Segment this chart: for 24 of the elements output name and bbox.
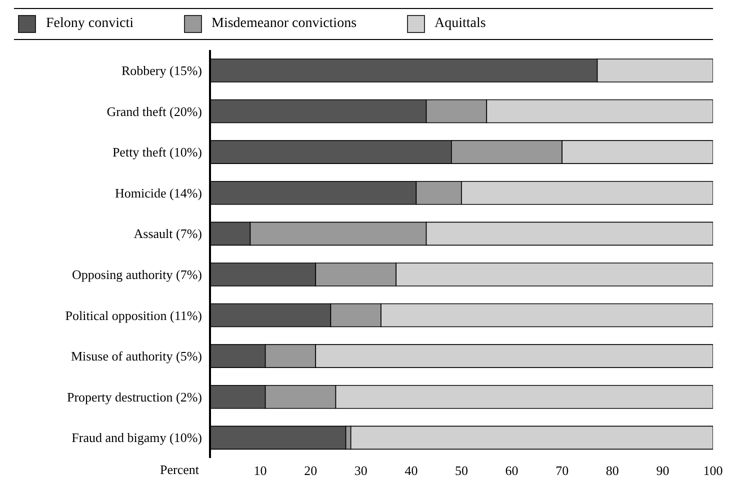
x-tick-label: 30: [354, 463, 368, 478]
x-axis-title: Percent: [160, 462, 200, 477]
x-tick-label: 10: [254, 463, 267, 478]
y-tick-label: Opposing authority (7%): [72, 267, 202, 282]
y-tick-label: Property destruction (2%): [66, 389, 202, 404]
y-tick-label: Petty theft (10%): [112, 144, 202, 160]
legend-label: Misdemeanor convictions: [212, 16, 357, 32]
y-tick-label: Fraud and bigamy (10%): [72, 430, 202, 446]
legend-label: Felony convicti: [46, 16, 134, 32]
y-tick-label: Political opposition (11%): [65, 308, 202, 323]
legend-label: Aquittals: [434, 16, 486, 32]
x-tick-label: 80: [606, 463, 619, 478]
y-tick-label: Misuse of authority (5%): [70, 348, 202, 364]
x-tick-label: 90: [656, 463, 670, 478]
y-tick-label: Assault (7%): [134, 226, 202, 242]
x-tick-label: 70: [556, 463, 569, 478]
x-tick-label: 20: [304, 463, 318, 478]
x-tick-label: 50: [455, 463, 468, 478]
y-tick-label: Robbery (15%): [121, 63, 202, 78]
y-tick-label: Grand theft (20%): [106, 104, 202, 119]
x-tick-label: 60: [505, 463, 518, 478]
y-tick-label: Homicide (14%): [114, 185, 202, 200]
x-tick-label: 40: [404, 463, 418, 478]
x-tick-label: 100: [703, 463, 723, 478]
